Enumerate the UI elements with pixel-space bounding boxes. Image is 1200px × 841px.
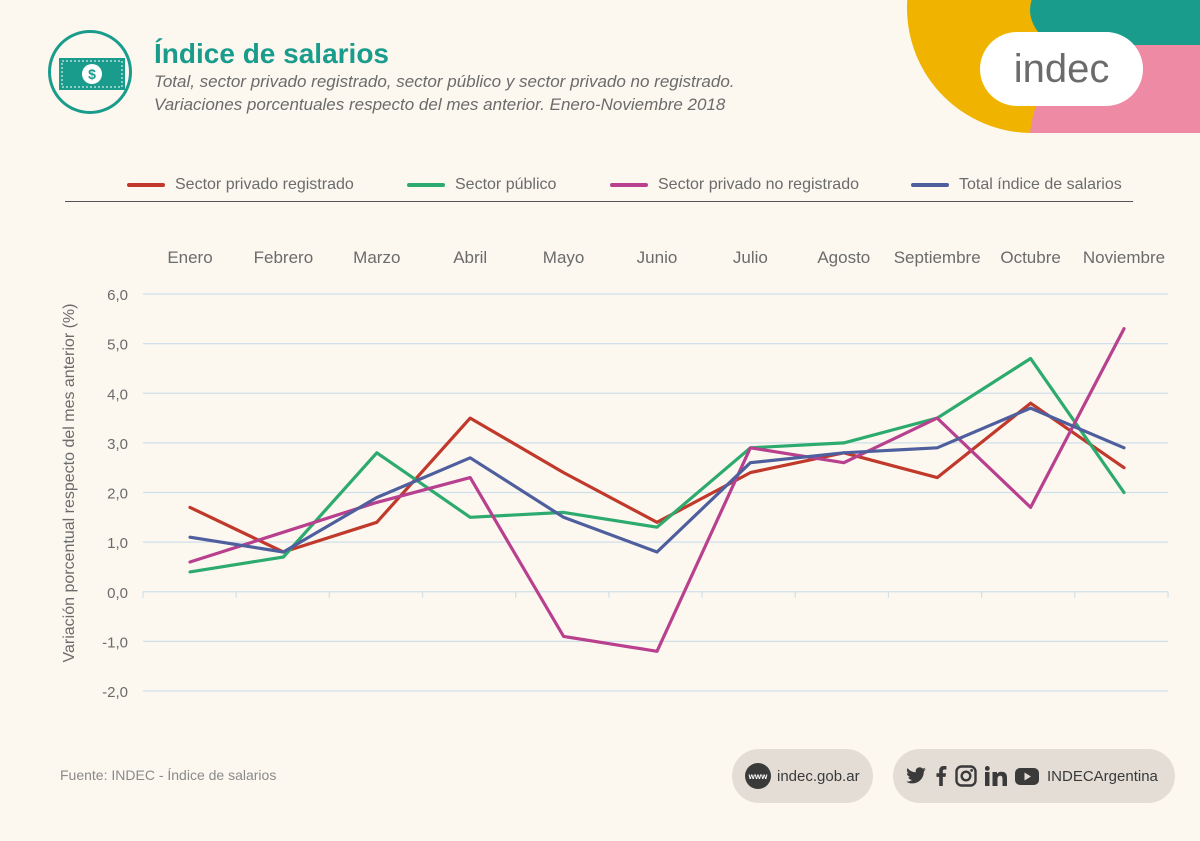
page-title: Índice de salarios — [154, 38, 389, 69]
legend-swatch — [127, 183, 165, 187]
legend-swatch — [911, 183, 949, 187]
legend-label: Total índice de salarios — [959, 176, 1122, 193]
y-tick-label: 6,0 — [107, 287, 128, 304]
facebook-icon[interactable] — [935, 766, 947, 786]
twitter-icon[interactable] — [905, 767, 927, 785]
series-line-2 — [188, 327, 1126, 653]
globe-icon: www — [745, 763, 771, 789]
page-subtitle-line2: Variaciones porcentuales respecto del me… — [154, 95, 726, 114]
x-tick-label: Junio — [637, 248, 678, 267]
www-icon-text: www — [748, 771, 768, 781]
y-tick-label: 2,0 — [107, 486, 128, 503]
y-tick-label: 5,0 — [107, 337, 128, 354]
legend-item-privado-registrado: Sector privado registrado — [127, 176, 354, 194]
chart-legend: Sector privado registrado Sector público… — [65, 172, 1133, 202]
legend-item-privado-no-registrado: Sector privado no registrado — [610, 176, 859, 194]
social-links: INDECArgentina — [893, 749, 1175, 803]
y-tick-label: 4,0 — [107, 386, 128, 403]
legend-swatch — [407, 183, 445, 187]
x-tick-label: Febrero — [254, 248, 314, 267]
y-tick-label: -2,0 — [102, 684, 128, 701]
indec-logo[interactable]: indec — [980, 32, 1143, 106]
series-line-1 — [188, 356, 1126, 574]
x-tick-label: Marzo — [353, 248, 400, 267]
y-tick-label: 3,0 — [107, 436, 128, 453]
website-text: indec.gob.ar — [777, 767, 860, 785]
legend-item-publico: Sector público — [407, 176, 556, 194]
legend-label: Sector privado no registrado — [658, 176, 859, 193]
legend-label: Sector público — [455, 176, 557, 193]
x-tick-label: Octubre — [1000, 248, 1060, 267]
x-tick-label: Abril — [453, 248, 487, 267]
y-axis-title-text: Variación porcentual respecto del mes an… — [61, 303, 78, 663]
x-tick-label: Agosto — [817, 248, 870, 267]
instagram-icon[interactable] — [955, 765, 977, 787]
series-line-0 — [188, 401, 1126, 554]
y-tick-label: 1,0 — [107, 535, 128, 552]
legend-item-total: Total índice de salarios — [911, 176, 1122, 194]
legend-label: Sector privado registrado — [175, 176, 354, 193]
svg-text:$: $ — [88, 66, 96, 82]
indec-logo-text: indec — [1013, 46, 1110, 91]
legend-swatch — [610, 183, 648, 187]
x-tick-label: Mayo — [543, 248, 585, 267]
social-handle: INDECArgentina — [1047, 767, 1158, 785]
website-link[interactable]: www indec.gob.ar — [732, 749, 873, 803]
series-line-3 — [188, 406, 1126, 554]
y-tick-label: 0,0 — [107, 585, 128, 602]
money-bill-icon: $ — [48, 30, 132, 114]
page-subtitle-line1: Total, sector privado registrado, sector… — [154, 72, 735, 91]
x-tick-label: Septiembre — [894, 248, 981, 267]
source-note: Fuente: INDEC - Índice de salarios — [60, 767, 277, 783]
x-tick-label: Enero — [167, 248, 212, 267]
y-tick-label: -1,0 — [102, 634, 128, 651]
x-tick-label: Julio — [733, 248, 768, 267]
linkedin-icon[interactable] — [985, 766, 1007, 786]
youtube-icon[interactable] — [1015, 767, 1039, 785]
x-tick-label: Noviembre — [1083, 248, 1165, 267]
